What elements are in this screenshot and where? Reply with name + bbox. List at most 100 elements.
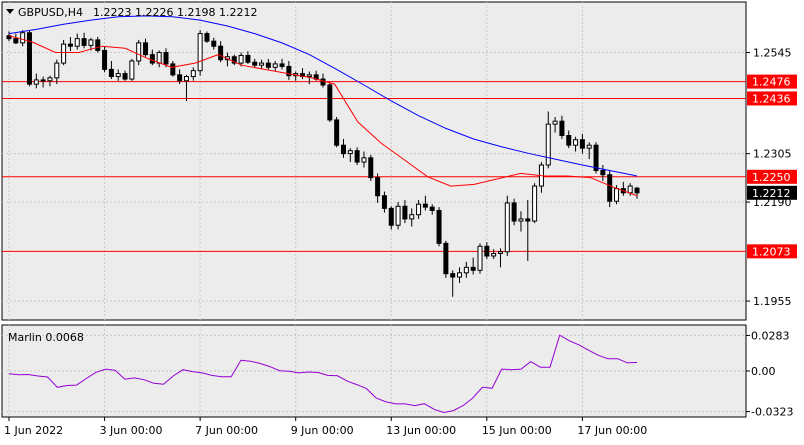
candle bbox=[586, 142, 592, 160]
candle-body bbox=[381, 195, 387, 209]
candle-body bbox=[327, 84, 333, 121]
candle bbox=[115, 69, 121, 81]
candle-body bbox=[183, 76, 189, 82]
candle-body bbox=[450, 273, 456, 278]
candle-body bbox=[627, 185, 633, 194]
candle bbox=[354, 147, 360, 166]
candle-body bbox=[477, 245, 483, 271]
candle-body bbox=[88, 39, 94, 46]
candle-body bbox=[163, 52, 169, 65]
candle-body bbox=[443, 242, 449, 275]
indicator-tick-label: 0.0283 bbox=[751, 329, 790, 342]
candle bbox=[54, 59, 60, 85]
candle-body bbox=[122, 73, 128, 80]
candle bbox=[67, 36, 73, 52]
indicator-label: Marlin 0.0068 bbox=[8, 331, 84, 344]
candle bbox=[252, 58, 258, 69]
candle bbox=[272, 60, 278, 72]
candle bbox=[511, 198, 517, 226]
candle bbox=[136, 39, 142, 66]
candle-body bbox=[422, 203, 428, 208]
candle bbox=[579, 133, 585, 154]
level-price-label: 1.2250 bbox=[752, 171, 791, 184]
candle-body bbox=[368, 157, 374, 179]
candle bbox=[532, 183, 538, 224]
candle bbox=[163, 48, 169, 68]
candle-body bbox=[170, 63, 176, 76]
ohlc-readout: 1.2223 1.2226 1.2198 1.2212 bbox=[93, 6, 257, 19]
candlestick-series bbox=[6, 30, 640, 297]
candle bbox=[265, 58, 271, 70]
marlin-line bbox=[8, 334, 638, 414]
candle-body bbox=[279, 63, 285, 67]
moving-averages bbox=[8, 15, 638, 197]
candle bbox=[416, 199, 422, 219]
candle-body bbox=[361, 157, 367, 163]
candle bbox=[286, 60, 292, 80]
candle-body bbox=[525, 218, 531, 222]
candle bbox=[211, 37, 217, 50]
level-price-tag bbox=[747, 244, 797, 259]
candle-body bbox=[265, 62, 271, 68]
symbol-label: GBPUSD,H4 bbox=[18, 6, 83, 19]
candle-body bbox=[375, 177, 381, 197]
candle bbox=[559, 115, 565, 139]
candle-body bbox=[532, 185, 538, 222]
marlin-indicator bbox=[8, 334, 638, 414]
candle bbox=[279, 58, 285, 70]
candle-body bbox=[607, 174, 613, 202]
candle-body bbox=[40, 79, 46, 82]
candle bbox=[450, 270, 456, 297]
candle bbox=[26, 30, 32, 87]
horizontal-levels[interactable] bbox=[2, 81, 746, 252]
candle-body bbox=[518, 218, 524, 222]
candle-body bbox=[286, 65, 292, 77]
candle bbox=[238, 52, 244, 67]
time-axis: 1 Jun 2022 3 Jun 00:00 7 Jun 00:00 9 Jun 00… bbox=[4, 417, 647, 437]
candle bbox=[463, 261, 469, 278]
candle bbox=[129, 58, 135, 81]
candle-body bbox=[13, 38, 19, 44]
candle bbox=[361, 151, 367, 168]
candle bbox=[484, 242, 490, 259]
price-tick-label: 1.1955 bbox=[753, 295, 792, 308]
level-price-label: 1.2436 bbox=[752, 92, 791, 105]
level-price-label: 1.2476 bbox=[752, 76, 791, 89]
candle bbox=[245, 51, 251, 64]
candle bbox=[204, 31, 210, 43]
collapse-triangle-icon[interactable] bbox=[6, 9, 14, 14]
candle-body bbox=[54, 62, 60, 79]
price-tick-label: 1.2545 bbox=[753, 47, 792, 60]
candle-body bbox=[566, 135, 572, 146]
candle bbox=[13, 33, 19, 45]
candle-body bbox=[579, 139, 585, 149]
candle-body bbox=[306, 74, 312, 78]
candle-body bbox=[511, 202, 517, 222]
candle-body bbox=[238, 54, 244, 64]
candle bbox=[600, 165, 606, 182]
candle bbox=[177, 69, 183, 85]
candle-body bbox=[231, 56, 237, 64]
candle bbox=[497, 248, 503, 268]
candle bbox=[552, 116, 558, 133]
candle-body bbox=[395, 205, 401, 226]
candle bbox=[334, 116, 340, 148]
candle-body bbox=[197, 33, 203, 72]
candle-body bbox=[95, 39, 101, 51]
candle bbox=[491, 249, 497, 259]
candle bbox=[477, 243, 483, 274]
candle-body bbox=[388, 207, 394, 226]
price-pane[interactable] bbox=[1, 1, 747, 321]
candle-body bbox=[354, 150, 360, 163]
candle-body bbox=[593, 144, 599, 171]
candle bbox=[504, 195, 510, 256]
candle bbox=[518, 211, 524, 232]
candle-body bbox=[634, 187, 640, 194]
candle-body bbox=[470, 266, 476, 271]
candle-body bbox=[252, 61, 258, 66]
candle bbox=[470, 257, 476, 275]
level-price-tag bbox=[747, 91, 797, 106]
candle-body bbox=[129, 60, 135, 80]
candle bbox=[231, 54, 237, 66]
